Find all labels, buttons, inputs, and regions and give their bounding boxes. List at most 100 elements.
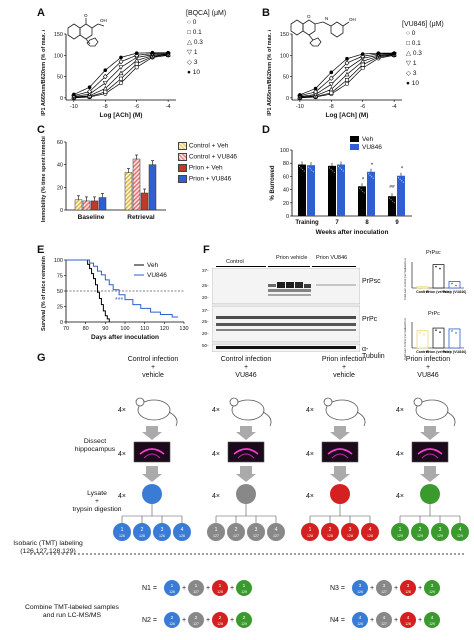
y-tick-label: 150 xyxy=(54,32,63,38)
data-point-0.1 xyxy=(329,90,334,95)
x-axis-label: Days after inoculation xyxy=(91,334,159,341)
legend-marker-triangle-up: △ xyxy=(406,50,411,57)
category-label: 9 xyxy=(395,220,399,226)
data-point-0.1 xyxy=(103,89,108,94)
data-point-3 xyxy=(328,75,334,81)
dot-point xyxy=(388,197,391,199)
condition-title-control-vu846: Control infection + VU846 xyxy=(220,356,272,380)
sample-circle xyxy=(330,484,350,504)
blot-image xyxy=(212,268,360,352)
plus-sign: + xyxy=(370,585,374,592)
tmt-sample-circle xyxy=(113,523,131,541)
panel-label-e: E xyxy=(37,244,45,256)
bar-0-0 xyxy=(74,199,83,211)
y-axis-label: Survival (% of mice remaining) xyxy=(41,256,47,331)
dot-point xyxy=(451,282,453,285)
combined-sample-circle xyxy=(212,612,228,628)
combined-sample-circle xyxy=(352,612,368,628)
x-tick-label: -8 xyxy=(329,104,334,110)
combined-channel-label: 127 xyxy=(381,622,387,626)
legend-b-label-0: 0 xyxy=(411,30,416,37)
bar-0-1 xyxy=(82,200,91,211)
category-label: Retrieval xyxy=(127,214,155,221)
combined-sample-number: 1 xyxy=(243,583,246,589)
tmt-sample-number: 4 xyxy=(369,527,372,533)
combined-sample-circle xyxy=(400,580,416,596)
data-point-10 xyxy=(392,51,396,55)
survival-curve-VU846 xyxy=(66,259,179,318)
lane-line-prion-vu846 xyxy=(312,266,356,267)
dot-point xyxy=(311,169,313,171)
combined-sample-circle xyxy=(212,580,228,596)
bar-0-1 xyxy=(307,165,315,216)
western-blot: Control Prion vehicle Prion VU846 37- 25… xyxy=(202,255,385,360)
x-tick-label: -8 xyxy=(103,104,108,110)
legend-a-item-0: ○ 0 xyxy=(187,19,196,27)
y-tick-label: 75 xyxy=(57,274,63,280)
tmt-sample-circle xyxy=(451,523,469,541)
bar-1-0 xyxy=(124,172,133,211)
y-tick-label: 50 xyxy=(283,75,289,81)
mw-marker: 50- xyxy=(202,343,209,348)
hippocampus-stain xyxy=(237,453,255,459)
data-point-10 xyxy=(345,56,349,61)
legend-marker-diamond: ◇ xyxy=(187,59,192,66)
y-tick-label: 100 xyxy=(280,148,289,154)
combined-channel-label: 129 xyxy=(429,590,435,594)
data-point-0.1 xyxy=(119,76,124,81)
data-point-10 xyxy=(119,55,123,60)
dot-point xyxy=(303,170,305,172)
data-point-0.3 xyxy=(344,71,350,77)
n-set-label: N4 = xyxy=(330,617,345,624)
legend-title-vu846: [VU846] (μM) xyxy=(402,21,444,28)
combined-sample-circle xyxy=(236,580,252,596)
legend-c-label-1: Control + VU846 xyxy=(188,153,238,161)
inset-x-label: Prion (vehicle) xyxy=(426,290,452,294)
data-point-10 xyxy=(360,52,365,56)
sample-circle xyxy=(142,484,162,504)
dot-point xyxy=(435,329,437,331)
significance-mark: ## xyxy=(389,184,395,190)
legend-swatch-prion-veh xyxy=(178,164,187,172)
chart-a: 0 50 100 150 -10 -8 -6 -4 Log [ACh] (M) IP1 A665n… xyxy=(41,30,176,119)
dot-point xyxy=(369,174,371,176)
dot-point xyxy=(362,190,364,192)
legend-marker-circle-open: ○ xyxy=(187,19,191,26)
legend-marker-square-open: □ xyxy=(187,29,191,36)
inset-bar-2 xyxy=(448,281,461,289)
panel-label-b: B xyxy=(262,7,270,19)
x-axis-label: Log [ACh] (M) xyxy=(326,112,369,119)
plus-sign: + xyxy=(394,585,398,592)
x-tick-label: 80 xyxy=(83,326,89,332)
x-tick-label: 100 xyxy=(120,326,129,332)
data-point-1 xyxy=(328,82,334,87)
legend-c-label-0: Control + Veh xyxy=(188,142,229,150)
multiplier-label: 4× xyxy=(212,407,220,414)
y-tick-label: 80 xyxy=(283,161,289,167)
legend-a-label-5: 10 xyxy=(192,69,200,76)
combined-sample-circle xyxy=(376,612,392,628)
data-point-10 xyxy=(72,92,76,97)
data-point-10 xyxy=(313,86,318,91)
x-tick-label: -4 xyxy=(392,104,397,110)
tmt-sample-circle xyxy=(431,523,449,541)
legend-a-label-1: 0.1 xyxy=(192,29,202,36)
inset-y-label: Fold over control (normalized to tubulin… xyxy=(403,258,407,300)
combined-sample-number: 4 xyxy=(383,615,386,621)
inset-bar-1 xyxy=(432,264,445,289)
combined-channel-label: 128 xyxy=(217,590,223,594)
dot-point xyxy=(339,167,341,169)
hippocampus-stain xyxy=(417,448,443,455)
legend-a-item-5: ● 10 xyxy=(187,69,200,77)
tmt-channel-label: 126 xyxy=(119,534,125,538)
legend-swatch-control-veh xyxy=(178,142,187,150)
data-point-3 xyxy=(313,89,318,95)
combined-channel-label: 126 xyxy=(169,622,175,626)
dot-point xyxy=(302,168,304,171)
bar-0-3 xyxy=(98,197,107,211)
tmt-sample-number: 1 xyxy=(121,527,124,533)
tmt-channel-label: 126 xyxy=(159,534,165,538)
lane-label-prion-vehicle-text: Prion vehicle xyxy=(276,255,308,261)
bar-0-2 xyxy=(90,200,99,211)
legend-a-label-3: 1 xyxy=(193,49,198,56)
